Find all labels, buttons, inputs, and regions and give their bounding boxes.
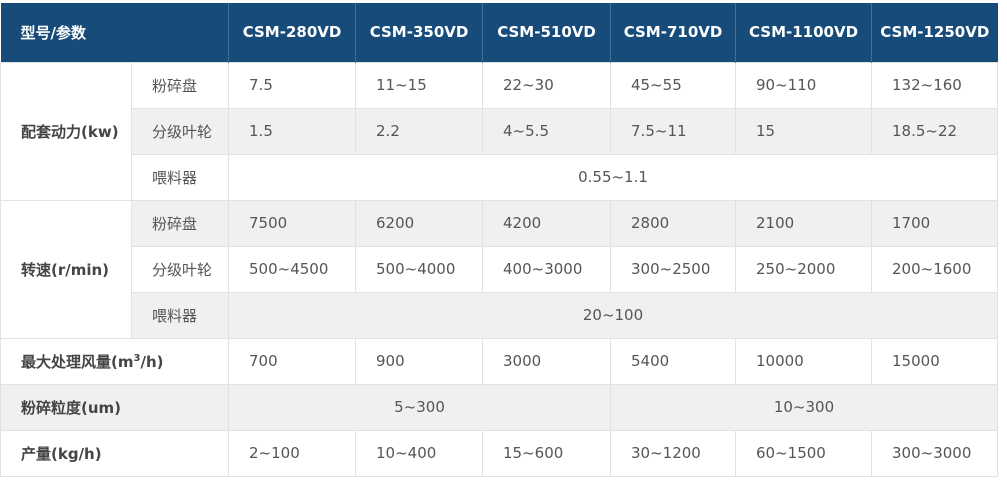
value-cell: 300~3000 [871, 429, 999, 477]
label-text: /h) [140, 352, 164, 371]
header-row: 型号/参数 CSM-280VD CSM-350VD CSM-510VD CSM-… [0, 3, 998, 62]
value-cell: 4~5.5 [482, 107, 612, 155]
value-cell: 3000 [482, 337, 612, 385]
fineness-row: 粉碎粒度(um) 5~300 10~300 [0, 383, 999, 431]
value-cell: 200~1600 [871, 245, 999, 293]
sub-label-feeder: 喂料器 [130, 291, 230, 339]
speed-feeder-row: 喂料器 20~100 [1, 291, 999, 339]
model-header-csm-1250vd: CSM-1250VD [871, 3, 998, 62]
row-label-max-airflow: 最大处理风量(m3/h) [0, 337, 230, 385]
value-cell: 15 [735, 107, 873, 155]
value-cell: 90~110 [735, 61, 873, 109]
speed-crushing-disc-row: 转速(r/min) 粉碎盘 7500 6200 4200 2800 2100 1… [0, 199, 999, 339]
value-cell: 7500 [228, 199, 357, 247]
group-label-speed: 转速(r/min) [0, 199, 132, 339]
superscript-3: 3 [133, 352, 141, 364]
capacity-row: 产量(kg/h) 2~100 10~400 15~600 30~1200 60~… [0, 429, 999, 477]
sub-label-crushing-disc: 粉碎盘 [130, 61, 230, 109]
power-feeder-row: 喂料器 0.55~1.1 [1, 153, 999, 201]
value-cell: 500~4000 [355, 245, 484, 293]
power-crushing-disc-row: 配套动力(kw) 粉碎盘 7.5 11~15 22~30 45~55 90~11… [0, 61, 999, 201]
value-cell: 5400 [610, 337, 737, 385]
max-airflow-row: 最大处理风量(m3/h) 700 900 3000 5400 10000 150… [0, 337, 999, 385]
power-classifier-wheel-row: 分级叶轮 1.5 2.2 4~5.5 7.5~11 15 18.5~22 [1, 107, 999, 155]
value-cell: 250~2000 [735, 245, 873, 293]
value-cell: 2800 [610, 199, 737, 247]
value-cell: 400~3000 [482, 245, 612, 293]
value-cell: 900 [355, 337, 484, 385]
model-header-csm-350vd: CSM-350VD [355, 3, 484, 62]
value-cell: 11~15 [355, 61, 484, 109]
value-cell: 18.5~22 [871, 107, 999, 155]
value-cell: 6200 [355, 199, 484, 247]
sub-label-crushing-disc: 粉碎盘 [130, 199, 230, 247]
model-header-csm-710vd: CSM-710VD [610, 3, 737, 62]
model-header-csm-1100vd: CSM-1100VD [735, 3, 873, 62]
value-cell: 7.5 [228, 61, 357, 109]
value-cell: 2~100 [228, 429, 357, 477]
merged-value-cell: 5~300 [228, 383, 612, 431]
value-cell: 60~1500 [735, 429, 873, 477]
sub-label-classifier-wheel: 分级叶轮 [130, 107, 230, 155]
sub-label-feeder: 喂料器 [130, 153, 230, 201]
model-header-csm-510vd: CSM-510VD [482, 3, 612, 62]
value-cell: 10000 [735, 337, 873, 385]
value-cell: 132~160 [871, 61, 999, 109]
value-cell: 2.2 [355, 107, 484, 155]
value-cell: 1700 [871, 199, 999, 247]
value-cell: 22~30 [482, 61, 612, 109]
value-cell: 7.5~11 [610, 107, 737, 155]
value-cell: 15000 [871, 337, 999, 385]
value-cell: 4200 [482, 199, 612, 247]
value-cell: 2100 [735, 199, 873, 247]
param-column-header: 型号/参数 [0, 3, 230, 62]
value-cell: 500~4500 [228, 245, 357, 293]
value-cell: 700 [228, 337, 357, 385]
row-label-capacity: 产量(kg/h) [0, 429, 230, 477]
value-cell: 15~600 [482, 429, 612, 477]
merged-value-cell: 20~100 [228, 291, 999, 339]
value-cell: 45~55 [610, 61, 737, 109]
sub-label-classifier-wheel: 分级叶轮 [130, 245, 230, 293]
value-cell: 10~400 [355, 429, 484, 477]
value-cell: 300~2500 [610, 245, 737, 293]
merged-value-cell: 10~300 [610, 383, 999, 431]
group-label-power: 配套动力(kw) [0, 61, 132, 201]
product-spec-table: 型号/参数 CSM-280VD CSM-350VD CSM-510VD CSM-… [0, 3, 999, 477]
value-cell: 1.5 [228, 107, 357, 155]
value-cell: 30~1200 [610, 429, 737, 477]
speed-classifier-wheel-row: 分级叶轮 500~4500 500~4000 400~3000 300~2500… [1, 245, 999, 293]
row-label-fineness: 粉碎粒度(um) [0, 383, 230, 431]
label-text: 最大处理风量(m [21, 352, 134, 371]
merged-value-cell: 0.55~1.1 [228, 153, 999, 201]
model-header-csm-280vd: CSM-280VD [228, 3, 357, 62]
